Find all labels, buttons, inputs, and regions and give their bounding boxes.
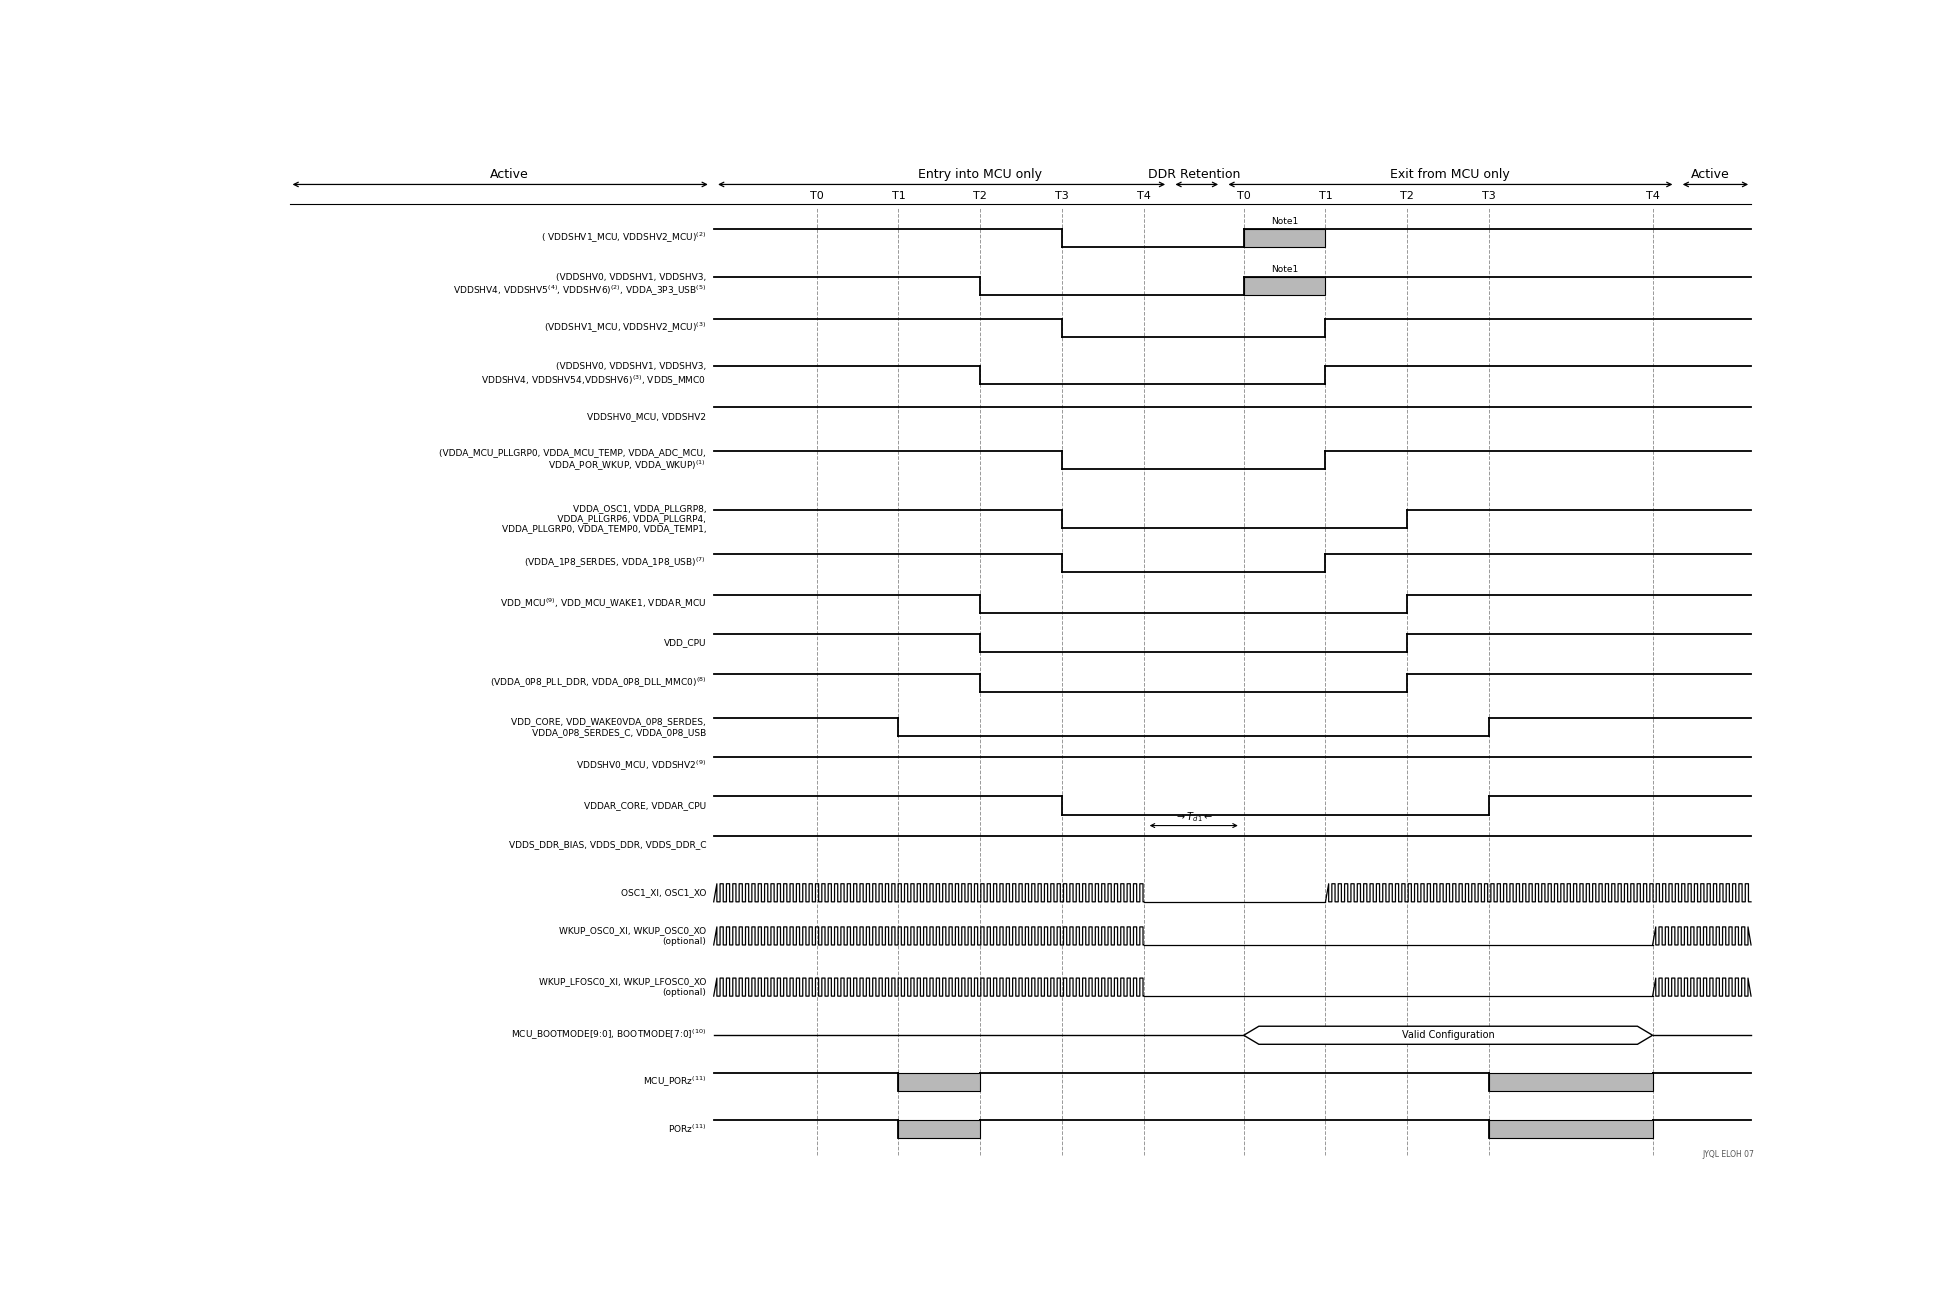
Text: T3: T3	[1483, 192, 1497, 202]
Text: T2: T2	[973, 192, 987, 202]
Text: WKUP_OSC0_XI, WKUP_OSC0_XO
(optional): WKUP_OSC0_XI, WKUP_OSC0_XO (optional)	[559, 926, 705, 946]
Text: T4: T4	[1645, 192, 1659, 202]
Text: Valid Configuration: Valid Configuration	[1401, 1031, 1495, 1040]
Text: Active: Active	[1690, 168, 1729, 181]
Text: VDD_CORE, VDD_WAKE0VDA_0P8_SERDES,
       VDDA_0P8_SERDES_C, VDDA_0P8_USB: VDD_CORE, VDD_WAKE0VDA_0P8_SERDES, VDDA_…	[512, 718, 705, 737]
Text: MCU_PORz$^{(11)}$: MCU_PORz$^{(11)}$	[643, 1075, 705, 1089]
Text: VDDA_OSC1, VDDA_PLLGRP8,
     VDDA_PLLGRP6, VDDA_PLLGRP4,
VDDA_PLLGRP0, VDDA_TEM: VDDA_OSC1, VDDA_PLLGRP8, VDDA_PLLGRP6, V…	[502, 504, 705, 533]
Text: Note1: Note1	[1270, 265, 1297, 274]
Text: T2: T2	[1401, 192, 1415, 202]
Text: $\rightarrow T_{d1} \leftarrow$: $\rightarrow T_{d1} \leftarrow$	[1174, 809, 1213, 823]
Text: MCU_BOOTMODE[9:0], BOOTMODE[7:0]$^{(10)}$: MCU_BOOTMODE[9:0], BOOTMODE[7:0]$^{(10)}…	[512, 1028, 705, 1042]
Text: (VDDA_0P8_PLL_DDR, VDDA_0P8_DLL_MMC0)$^{(8)}$: (VDDA_0P8_PLL_DDR, VDDA_0P8_DLL_MMC0)$^{…	[490, 676, 705, 691]
Text: ( VDDSHV1_MCU, VDDSHV2_MCU)$^{(2)}$: ( VDDSHV1_MCU, VDDSHV2_MCU)$^{(2)}$	[541, 231, 705, 245]
Text: PORz$^{(11)}$: PORz$^{(11)}$	[668, 1122, 705, 1135]
Text: Exit from MCU only: Exit from MCU only	[1389, 168, 1510, 181]
Text: (VDDSHV1_MCU, VDDSHV2_MCU)$^{(3)}$: (VDDSHV1_MCU, VDDSHV2_MCU)$^{(3)}$	[543, 321, 705, 335]
Text: OSC1_XI, OSC1_XO: OSC1_XI, OSC1_XO	[621, 889, 705, 898]
Text: Note1: Note1	[1270, 216, 1297, 225]
Bar	[1245, 228, 1325, 246]
Text: (VDDSHV0, VDDSHV1, VDDSHV3,
VDDSHV4, VDDSHV54,VDDSHV6)$^{(3)}$, VDDS_MMC0: (VDDSHV0, VDDSHV1, VDDSHV3, VDDSHV4, VDD…	[481, 362, 705, 388]
Text: WKUP_LFOSC0_XI, WKUP_LFOSC0_XO
(optional): WKUP_LFOSC0_XI, WKUP_LFOSC0_XO (optional…	[539, 977, 705, 997]
Text: JYQL ELOH 07: JYQL ELOH 07	[1702, 1149, 1755, 1158]
Text: VDDSHV0_MCU, VDDSHV2: VDDSHV0_MCU, VDDSHV2	[586, 412, 705, 421]
Text: Entry into MCU only: Entry into MCU only	[918, 168, 1041, 181]
Bar	[899, 1119, 981, 1138]
Text: T3: T3	[1055, 192, 1069, 202]
Text: VDDAR_CORE, VDDAR_CPU: VDDAR_CORE, VDDAR_CPU	[584, 801, 705, 810]
Text: (VDDA_MCU_PLLGRP0, VDDA_MCU_TEMP, VDDA_ADC_MCU,
       VDDA_POR_WKUP, VDDA_WKUP): (VDDA_MCU_PLLGRP0, VDDA_MCU_TEMP, VDDA_A…	[440, 448, 705, 473]
Bar	[1245, 276, 1325, 294]
Text: VDD_CPU: VDD_CPU	[664, 638, 705, 648]
Text: T0: T0	[809, 192, 823, 202]
Bar	[1489, 1119, 1653, 1138]
Text: (VDDA_1P8_SERDES, VDDA_1P8_USB)$^{(7)}$: (VDDA_1P8_SERDES, VDDA_1P8_USB)$^{(7)}$	[524, 555, 705, 569]
Text: T4: T4	[1137, 192, 1151, 202]
Text: VDD_MCU$^{(9)}$, VDD_MCU_WAKE1, VDDAR_MCU: VDD_MCU$^{(9)}$, VDD_MCU_WAKE1, VDDAR_MC…	[500, 597, 705, 611]
Text: Active: Active	[490, 168, 530, 181]
Text: VDDS_DDR_BIAS, VDDS_DDR, VDDS_DDR_C: VDDS_DDR_BIAS, VDDS_DDR, VDDS_DDR_C	[508, 840, 705, 850]
Text: T0: T0	[1237, 192, 1251, 202]
Polygon shape	[1245, 1027, 1653, 1044]
Text: VDDSHV0_MCU, VDDSHV2$^{(9)}$: VDDSHV0_MCU, VDDSHV2$^{(9)}$	[576, 760, 705, 774]
Bar	[899, 1074, 981, 1092]
Text: T1: T1	[891, 192, 905, 202]
Text: (VDDSHV0, VDDSHV1, VDDSHV3,
VDDSHV4, VDDSHV5$^{(4)}$, VDDSHV6)$^{(2)}$, VDDA_3P3: (VDDSHV0, VDDSHV1, VDDSHV3, VDDSHV4, VDD…	[453, 274, 705, 298]
Text: DDR Retention: DDR Retention	[1147, 168, 1241, 181]
Text: T1: T1	[1319, 192, 1333, 202]
Bar	[1489, 1074, 1653, 1092]
